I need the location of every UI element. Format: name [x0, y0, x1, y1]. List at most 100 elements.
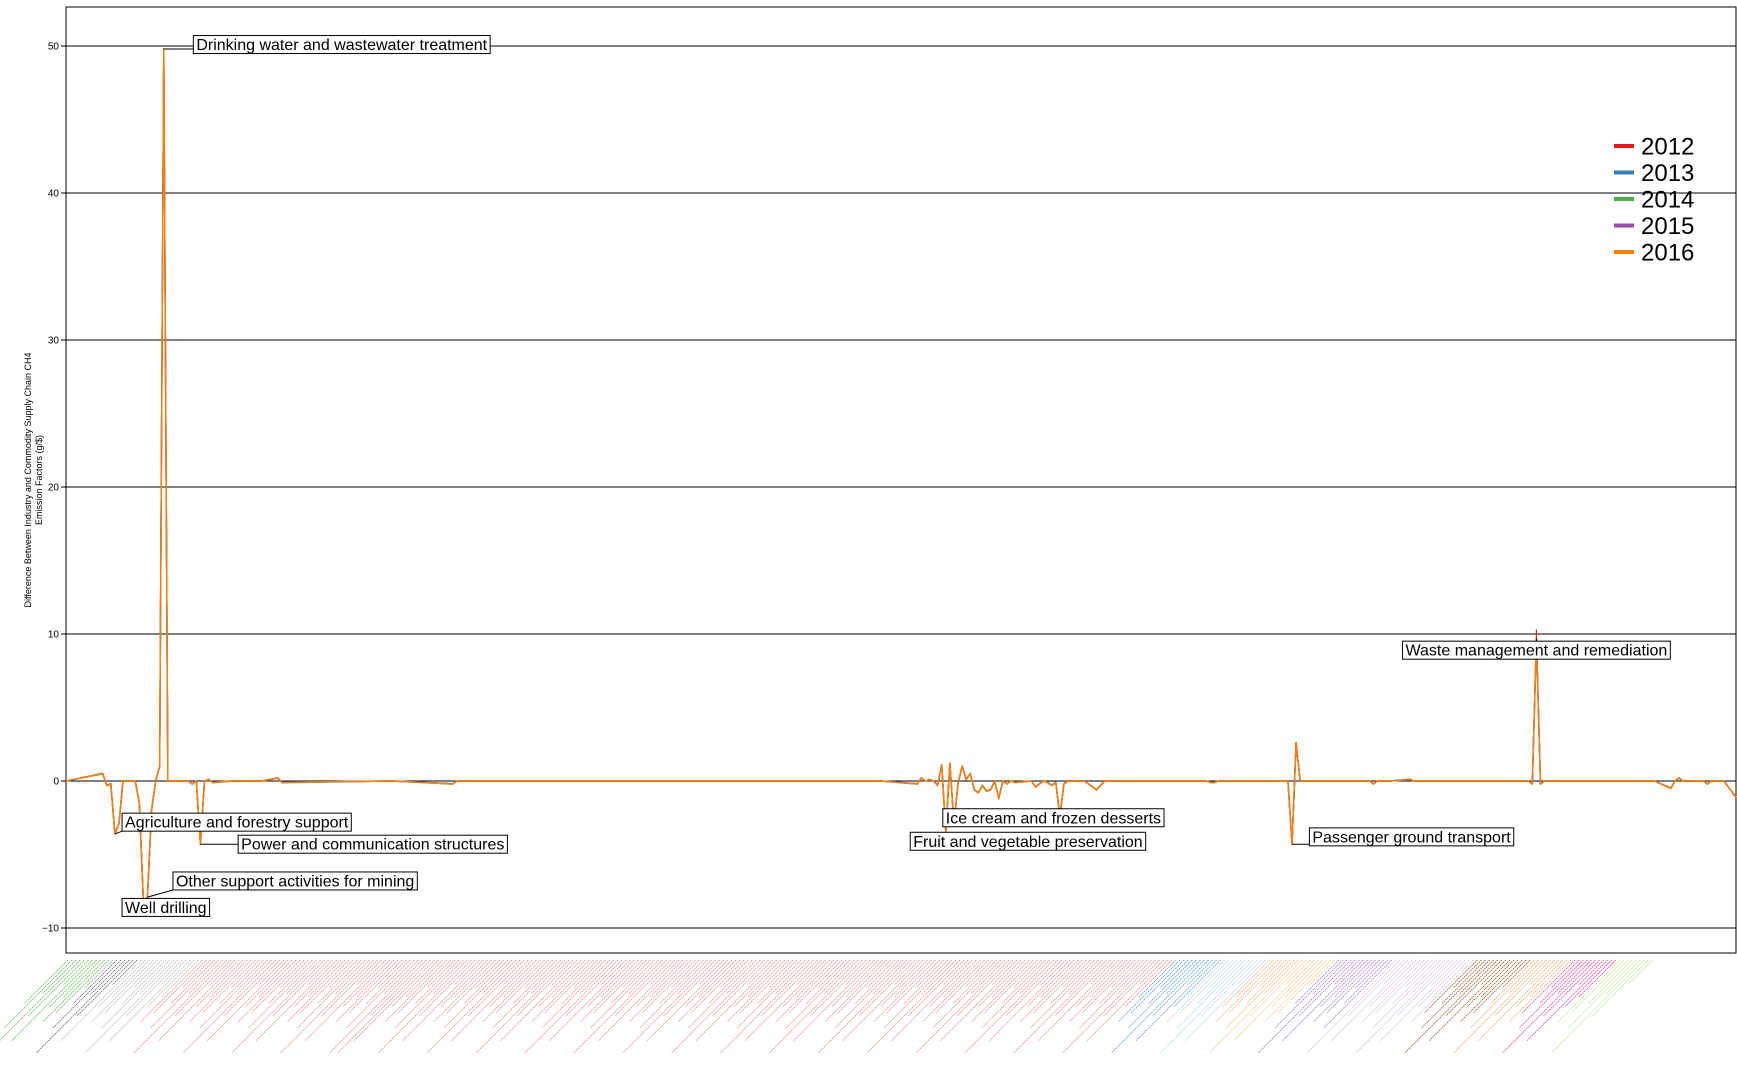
x-tick-label [1362, 959, 1425, 1023]
x-tick-label [587, 959, 635, 1007]
x-tick-label [1331, 959, 1413, 1041]
x-tick-label [170, 959, 215, 1004]
x-tick-label [817, 959, 847, 989]
x-tick-label [1228, 959, 1283, 1014]
series-lines [65, 47, 1737, 903]
x-tick-label [475, 959, 570, 1054]
x-tick-label [1467, 959, 1515, 1007]
x-tick-label [873, 959, 936, 1023]
x-tick-label [1040, 959, 1067, 986]
x-tick-label [788, 959, 843, 1014]
annotations: Drinking water and wastewater treatment A… [114, 35, 1671, 917]
y-tick-label: 20 [48, 483, 60, 494]
x-tick-label [468, 959, 525, 1017]
x-tick-label [1494, 959, 1551, 1017]
x-tick-label [304, 959, 387, 1041]
x-tick-label [744, 959, 826, 1041]
x-tick-label [886, 959, 940, 1014]
x-tick-label [1201, 959, 1258, 1017]
x-tick-label [1019, 959, 1083, 1023]
x-tick-label [915, 959, 1010, 1054]
x-tick-label [549, 959, 631, 1041]
x-tick-label [1313, 959, 1376, 1023]
x-tick-label [370, 959, 427, 1017]
x-tick-label [356, 959, 382, 986]
x-tick-label [337, 959, 431, 1054]
x-tick-label [964, 959, 1059, 1054]
x-tick-label [1502, 959, 1596, 1054]
x-tick-label [1404, 959, 1433, 989]
x-tick-label [1062, 959, 1156, 1054]
x-tick-label [708, 959, 753, 1004]
annotation: Waste management and remediation [1402, 638, 1671, 660]
x-tick-label [1236, 959, 1274, 998]
x-tick-label [991, 959, 1030, 998]
x-tick-label [60, 959, 142, 1041]
x-tick-label [1040, 959, 1079, 998]
x-tick-label [796, 959, 835, 998]
x-tick-label [1166, 959, 1230, 1023]
x-tick-label [475, 959, 505, 989]
x-tick-label [451, 959, 533, 1041]
x-tick-label [397, 959, 452, 1014]
x-tick-label [1564, 959, 1613, 1007]
x-tick-label [991, 959, 1018, 986]
x-tick-label [823, 959, 859, 995]
x-tick-label [524, 959, 554, 989]
x-tick-label [989, 959, 1071, 1041]
x-tick-label [573, 959, 602, 989]
x-tick-label [1033, 959, 1087, 1014]
x-tick-label [726, 959, 790, 1023]
x-axis-category-labels [0, 959, 1653, 1054]
x-tick-label [1410, 959, 1474, 1023]
x-tick-label [1516, 959, 1564, 1007]
x-tick-label [231, 959, 325, 1054]
x-tick-label [1005, 959, 1063, 1017]
grid [66, 45, 1736, 929]
x-tick-label [1361, 959, 1397, 995]
x-tick-label [1418, 959, 1466, 1007]
x-tick-label [133, 959, 228, 1054]
x-tick-label [935, 959, 989, 1014]
annotation-label: Other support activities for mining [176, 873, 414, 890]
x-tick-label [774, 959, 810, 995]
x-tick-label [942, 959, 981, 998]
x-tick-label [726, 959, 761, 995]
x-tick-label [720, 959, 814, 1054]
x-tick-label [41, 959, 77, 995]
x-tick-label [1453, 959, 1547, 1054]
x-tick-label [328, 959, 358, 989]
x-tick-label [1159, 959, 1189, 989]
x-tick-label [77, 959, 134, 1017]
x-tick-label [695, 959, 778, 1041]
x-tick-label [391, 959, 439, 1007]
x-tick-label [921, 959, 957, 995]
annotation-box [121, 897, 211, 917]
x-tick-label [251, 959, 305, 1014]
x-tick-label [1424, 959, 1478, 1014]
x-tick-label [377, 959, 407, 989]
x-tick-label [671, 959, 765, 1054]
x-tick-label [600, 959, 627, 986]
annotation-box [172, 871, 418, 891]
x-tick-label [1605, 959, 1641, 995]
x-tick-label [49, 959, 97, 1007]
x-tick-label [1431, 959, 1470, 998]
x-tick-label [782, 959, 831, 1007]
x-tick-label [663, 959, 721, 1017]
x-tick-label [761, 959, 818, 1017]
x-tick-label [806, 959, 851, 1004]
x-tick-label [659, 959, 704, 1004]
x-tick-label [415, 959, 460, 1004]
x-tick-label [1179, 959, 1234, 1014]
x-tick-label [1236, 959, 1262, 986]
x-tick-label [209, 959, 236, 986]
x-tick-label [649, 959, 676, 986]
x-tick-label [1208, 959, 1303, 1054]
x-tick-label [768, 959, 798, 989]
x-tick-label [872, 959, 908, 995]
series-line-2012 [65, 48, 1737, 903]
x-tick-label [133, 959, 163, 989]
x-tick-label [1214, 959, 1250, 995]
x-tick-label [1246, 959, 1291, 1004]
